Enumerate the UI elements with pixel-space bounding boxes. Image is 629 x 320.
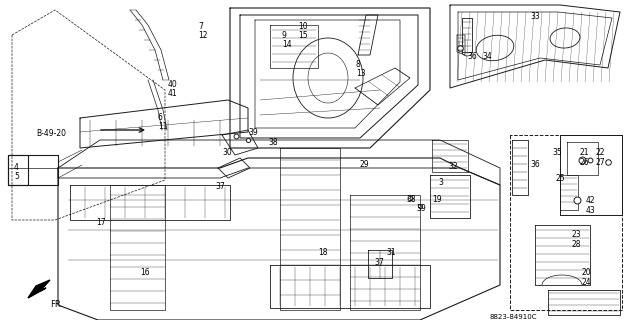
Text: 31: 31 <box>386 248 396 257</box>
Text: 13: 13 <box>356 69 365 78</box>
Text: 7: 7 <box>198 22 203 31</box>
Text: 9: 9 <box>282 31 287 40</box>
Text: B-49-20: B-49-20 <box>36 129 66 138</box>
Text: 37: 37 <box>374 258 384 267</box>
Text: 24: 24 <box>582 278 592 287</box>
Text: 38: 38 <box>406 195 416 204</box>
Text: 25: 25 <box>556 174 565 183</box>
Text: 3: 3 <box>438 178 443 187</box>
Text: 30: 30 <box>222 148 231 157</box>
Text: FR.: FR. <box>50 300 63 309</box>
Text: 42: 42 <box>586 196 596 205</box>
Text: 43: 43 <box>586 206 596 215</box>
Text: 12: 12 <box>198 31 208 40</box>
Text: 8: 8 <box>356 60 361 69</box>
Text: 15: 15 <box>298 31 308 40</box>
Text: 29: 29 <box>360 160 370 169</box>
Text: 11: 11 <box>158 122 167 131</box>
Text: 23: 23 <box>572 230 582 239</box>
Text: 36: 36 <box>467 52 477 61</box>
Text: 39: 39 <box>416 204 426 213</box>
Text: 17: 17 <box>96 218 106 227</box>
Text: 4: 4 <box>14 163 19 172</box>
Text: 26: 26 <box>580 158 589 167</box>
Text: 32: 32 <box>448 162 458 171</box>
Text: 6: 6 <box>158 113 163 122</box>
Text: 40: 40 <box>168 80 178 89</box>
Text: 16: 16 <box>140 268 150 277</box>
Text: 22: 22 <box>596 148 606 157</box>
Text: 14: 14 <box>282 40 292 49</box>
Polygon shape <box>28 280 50 298</box>
Text: 39: 39 <box>248 128 258 137</box>
Text: 28: 28 <box>572 240 581 249</box>
Text: 27: 27 <box>596 158 606 167</box>
Text: 37: 37 <box>215 182 225 191</box>
Text: 33: 33 <box>530 12 540 21</box>
Text: 10: 10 <box>298 22 308 31</box>
Text: 41: 41 <box>168 89 177 98</box>
Text: 19: 19 <box>432 195 442 204</box>
Text: 8823-84910C: 8823-84910C <box>490 314 538 320</box>
Text: 5: 5 <box>14 172 19 181</box>
Text: 21: 21 <box>580 148 589 157</box>
Text: 38: 38 <box>268 138 277 147</box>
Text: 18: 18 <box>318 248 328 257</box>
Text: 35: 35 <box>552 148 562 157</box>
Text: 20: 20 <box>582 268 592 277</box>
Text: 36: 36 <box>530 160 540 169</box>
Text: 34: 34 <box>482 52 492 61</box>
